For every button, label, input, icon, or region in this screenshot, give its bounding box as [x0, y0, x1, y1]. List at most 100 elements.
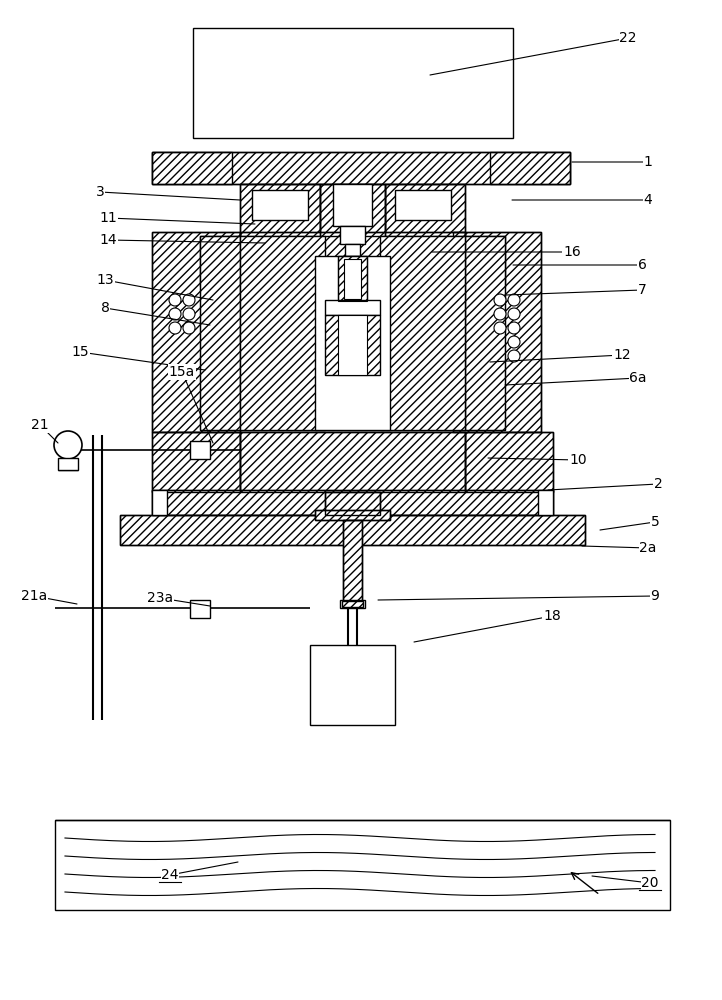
Bar	[152, 490, 553, 515]
Bar	[152, 432, 240, 492]
Bar	[152, 232, 240, 432]
Bar	[252, 190, 308, 220]
Circle shape	[183, 308, 195, 320]
Bar	[465, 236, 505, 286]
Text: 16: 16	[563, 245, 581, 259]
Text: 6: 6	[638, 258, 646, 272]
Bar	[320, 184, 385, 236]
Bar	[240, 232, 465, 430]
Bar	[343, 520, 362, 605]
Circle shape	[169, 322, 181, 334]
Bar	[453, 232, 541, 432]
Bar	[380, 236, 465, 430]
Bar	[338, 256, 367, 301]
Text: 20: 20	[641, 876, 658, 890]
Text: 2: 2	[653, 477, 662, 491]
Bar	[490, 152, 570, 184]
Text: 7: 7	[638, 283, 646, 297]
Circle shape	[169, 308, 181, 320]
Bar	[465, 432, 553, 492]
Bar	[240, 236, 325, 430]
Bar	[190, 441, 210, 459]
Bar	[333, 184, 372, 226]
Bar	[152, 152, 570, 184]
Bar	[325, 492, 380, 515]
Bar	[152, 152, 232, 184]
Bar	[315, 510, 390, 520]
Text: 2a: 2a	[639, 541, 657, 555]
Text: 3: 3	[95, 185, 105, 199]
Circle shape	[494, 294, 506, 306]
Bar	[240, 432, 465, 492]
Bar	[240, 432, 465, 492]
Bar	[538, 490, 553, 515]
Text: 14: 14	[99, 233, 117, 247]
Circle shape	[183, 294, 195, 306]
Circle shape	[169, 294, 181, 306]
Bar	[120, 515, 585, 545]
Text: 22: 22	[619, 31, 637, 45]
Bar	[465, 236, 505, 430]
Bar	[200, 236, 240, 430]
Bar	[343, 520, 362, 605]
Text: 24: 24	[161, 868, 179, 882]
Text: 1: 1	[643, 155, 653, 169]
Text: 15a: 15a	[169, 365, 195, 379]
Bar	[315, 256, 390, 430]
Circle shape	[508, 350, 520, 362]
Bar	[340, 600, 365, 608]
Bar	[240, 184, 320, 236]
Bar	[338, 315, 367, 375]
Bar	[465, 432, 553, 492]
Bar	[240, 184, 320, 236]
Text: 23a: 23a	[147, 591, 173, 605]
Circle shape	[494, 322, 506, 334]
Bar	[325, 492, 380, 515]
Text: 4: 4	[643, 193, 653, 207]
Bar	[193, 28, 513, 138]
Bar	[315, 510, 390, 520]
Text: 18: 18	[543, 609, 561, 623]
Bar	[325, 315, 380, 375]
Bar	[340, 226, 365, 244]
Bar	[338, 256, 367, 301]
Text: 5: 5	[651, 515, 659, 529]
Bar	[453, 232, 541, 432]
Bar	[325, 300, 380, 315]
Circle shape	[54, 431, 82, 459]
Bar	[465, 236, 505, 430]
Text: 21: 21	[31, 418, 49, 432]
Text: 15: 15	[71, 345, 89, 359]
Bar	[152, 232, 240, 432]
Bar	[152, 432, 240, 492]
Bar	[58, 458, 78, 470]
Circle shape	[508, 308, 520, 320]
Bar	[120, 515, 585, 545]
Text: 13: 13	[96, 273, 114, 287]
Text: 11: 11	[99, 211, 117, 225]
Bar	[395, 190, 451, 220]
Bar	[385, 184, 465, 236]
Bar	[325, 315, 380, 375]
Circle shape	[494, 308, 506, 320]
Bar	[152, 490, 553, 515]
Bar	[344, 259, 361, 299]
Circle shape	[508, 322, 520, 334]
Text: 10: 10	[569, 453, 587, 467]
Bar	[385, 184, 465, 236]
Bar	[380, 236, 465, 430]
Bar	[55, 820, 670, 910]
Text: 21a: 21a	[21, 589, 47, 603]
Bar	[240, 236, 325, 430]
Bar	[320, 184, 385, 236]
Bar	[200, 236, 240, 286]
Circle shape	[183, 322, 195, 334]
Circle shape	[508, 294, 520, 306]
Bar	[240, 232, 465, 430]
Bar	[200, 236, 240, 430]
Bar	[152, 152, 570, 184]
Bar	[190, 600, 210, 618]
Text: 9: 9	[651, 589, 659, 603]
Bar	[345, 244, 360, 256]
Bar	[152, 490, 167, 515]
